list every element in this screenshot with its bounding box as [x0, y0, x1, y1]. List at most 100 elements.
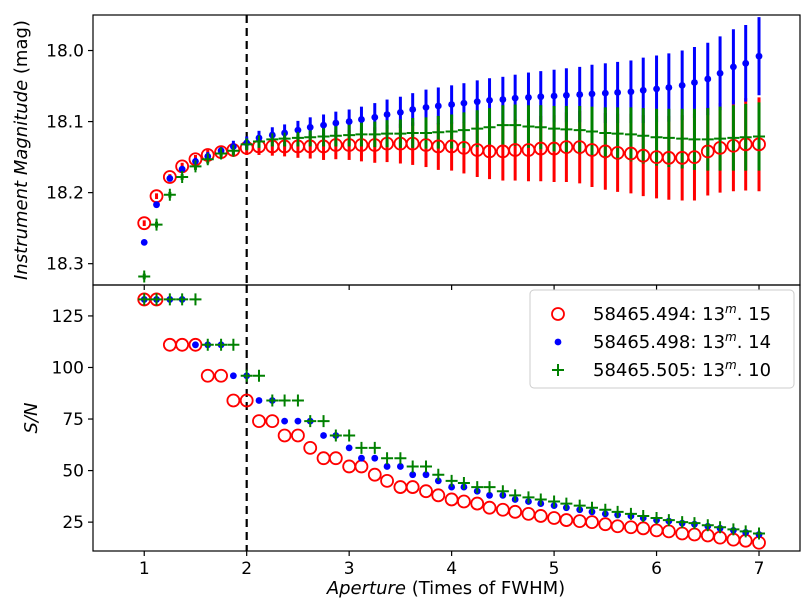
data-point: [422, 471, 430, 479]
data-point: [714, 132, 727, 145]
data-point: [278, 132, 291, 145]
data-point: [320, 432, 327, 439]
data-point: [162, 170, 177, 184]
data-point: [665, 84, 673, 91]
data-point: [662, 514, 675, 527]
data-point: [329, 429, 342, 442]
data-point: [704, 75, 712, 83]
data-point: [367, 467, 382, 482]
data-point: [611, 127, 624, 140]
data-point: [650, 131, 663, 144]
x-tick-label: 3: [344, 559, 355, 579]
data-point: [509, 119, 522, 132]
data-point: [201, 338, 214, 351]
data-point: [368, 441, 381, 454]
y-tick-label: 100: [52, 358, 84, 378]
data-point: [291, 394, 304, 407]
data-point: [676, 132, 689, 145]
data-point: [701, 133, 714, 146]
data-point: [329, 129, 342, 142]
data-point: [445, 474, 458, 487]
data-point: [753, 130, 766, 143]
data-point: [559, 140, 574, 155]
data-point: [345, 444, 353, 452]
legend-entry-label: 58465.494: 13m. 15: [593, 302, 771, 325]
data-point: [419, 484, 433, 499]
data-point: [175, 337, 190, 352]
series-markers-58465.498: [140, 52, 763, 246]
data-point: [688, 133, 701, 146]
data-point: [585, 501, 598, 514]
data-point: [226, 393, 241, 408]
data-point: [368, 128, 381, 141]
data-point: [332, 119, 340, 127]
data-point: [716, 69, 724, 77]
data-point: [548, 495, 561, 508]
data-point: [460, 99, 468, 107]
data-point: [522, 491, 535, 504]
series-markers-58465.505: [138, 119, 766, 283]
data-point: [405, 480, 420, 494]
data-point: [585, 143, 599, 157]
data-point: [394, 127, 407, 140]
data-point: [406, 460, 419, 473]
data-point: [137, 216, 152, 231]
legend-markers: [551, 307, 565, 376]
data-point: [150, 218, 163, 231]
data-point: [266, 133, 279, 146]
data-point: [522, 120, 535, 133]
data-point: [688, 517, 701, 530]
x-tick-label: 7: [754, 559, 765, 579]
data-point: [588, 90, 596, 98]
data-point: [396, 108, 404, 116]
data-point: [153, 201, 160, 209]
data-point: [252, 369, 265, 382]
data-point: [482, 144, 497, 159]
data-point: [483, 481, 496, 494]
bottom-axes: 25 50 75 100 125 1 2 3 4 5 6 7: [52, 307, 765, 579]
data-point: [409, 106, 417, 113]
data-point: [610, 519, 625, 534]
data-point: [431, 488, 446, 503]
data-point: [380, 473, 394, 488]
data-point: [200, 368, 215, 383]
x-tick-label: 1: [139, 559, 150, 579]
data-point: [636, 148, 651, 163]
data-point: [358, 116, 365, 123]
data-point: [176, 293, 189, 306]
data-point: [189, 160, 202, 173]
data-point: [701, 519, 714, 532]
y-tick-label: 18.0: [46, 42, 84, 62]
data-point: [166, 175, 174, 182]
data-point: [548, 122, 561, 135]
bottom-panel: 25 50 75 100 125 1 2 3 4 5 6 7 S/N Aperture (Times …: [21, 284, 801, 599]
data-point: [239, 393, 254, 408]
bottom-y-axis-label: S/N: [21, 403, 42, 434]
data-point: [627, 88, 635, 96]
data-point: [371, 454, 379, 462]
data-point: [739, 131, 752, 144]
data-point: [138, 293, 151, 306]
legend-marker: [551, 307, 565, 321]
data-point: [572, 140, 587, 155]
data-point: [496, 119, 509, 132]
data-point: [457, 124, 470, 137]
data-point: [383, 111, 391, 118]
data-point: [742, 59, 750, 67]
data-point: [661, 150, 676, 165]
data-point: [178, 165, 186, 173]
data-point: [409, 471, 417, 479]
data-point: [676, 516, 689, 529]
data-point: [624, 507, 637, 520]
data-point: [227, 338, 240, 351]
x-axis-label: Aperture (Times of FWHM): [326, 578, 565, 599]
data-point: [691, 79, 698, 86]
data-point: [189, 293, 202, 306]
data-point: [432, 468, 445, 481]
data-point: [163, 188, 176, 201]
data-point: [432, 126, 445, 139]
data-point: [508, 143, 523, 157]
data-point: [533, 509, 548, 523]
y-tick-label: 25: [62, 513, 84, 533]
data-point: [637, 129, 650, 142]
